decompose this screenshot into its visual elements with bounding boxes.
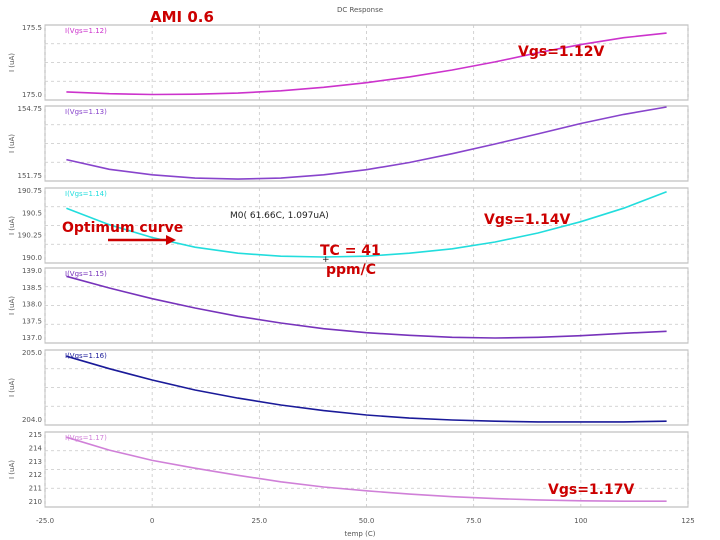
- x-tick-label: -25.0: [36, 517, 54, 525]
- y-tick-label: 138.0: [22, 301, 42, 309]
- panel-1: 175.5 175.0 I (uA) I(Vgs=1.12): [8, 24, 689, 101]
- y-tick-label: 175.0: [22, 91, 42, 99]
- y-tick-label: 175.5: [22, 24, 42, 32]
- annotation-vgs-1-14: Vgs=1.14V: [484, 212, 570, 228]
- x-axis-label: temp (C): [345, 530, 376, 538]
- y-tick-label: 210: [29, 498, 42, 506]
- x-tick-label: 100: [574, 517, 587, 525]
- y-tick-label: 190.25: [18, 232, 43, 240]
- annotation-tc-unit: ppm/C: [326, 262, 376, 278]
- marker-point-icon: +: [322, 255, 330, 265]
- series-line: [66, 32, 667, 96]
- annotation-tc-value: TC = 41: [320, 243, 381, 259]
- x-tick-label: 125: [681, 517, 694, 525]
- panel-6: 215 214 213 212 211 210 I (uA) I(Vgs=1.17): [8, 431, 689, 508]
- series-line: [66, 106, 667, 180]
- annotation-vgs-1-12: Vgs=1.12V: [518, 44, 604, 60]
- y-axis-label: I (uA): [8, 53, 16, 72]
- y-tick-label: 138.5: [22, 284, 42, 292]
- y-tick-label: 190.0: [22, 254, 42, 262]
- series-line: [66, 355, 667, 423]
- y-tick-label: 204.0: [22, 416, 42, 424]
- optimum-arrow: [108, 235, 176, 245]
- y-tick-label: 139.0: [22, 267, 42, 275]
- y-axis-label: I (uA): [8, 134, 16, 153]
- y-tick-label: 137.5: [22, 317, 42, 325]
- y-tick-label: 212: [29, 471, 42, 479]
- y-axis-label: I (uA): [8, 296, 16, 315]
- panel-5: 205.0 204.0 I (uA) I(Vgs=1.16): [8, 349, 689, 426]
- y-tick-label: 215: [29, 431, 42, 439]
- series-line: [66, 436, 667, 503]
- x-tick-label: 75.0: [466, 517, 482, 525]
- y-tick-label: 151.75: [18, 172, 43, 180]
- legend-label: I(Vgs=1.16): [65, 352, 107, 360]
- x-tick-label: 0: [150, 517, 154, 525]
- y-tick-label: 137.0: [22, 334, 42, 342]
- legend-label: I(Vgs=1.12): [65, 27, 107, 35]
- panel-3: 190.75 190.5 190.25 190.0 I (uA) I(Vgs=1.14): [8, 187, 689, 264]
- y-tick-label: 213: [29, 458, 42, 466]
- y-tick-label: 154.75: [18, 105, 43, 113]
- annotation-optimum-curve: Optimum curve: [62, 220, 183, 236]
- annotation-marker-m0: M0( 61.66C, 1.097uA): [230, 211, 329, 221]
- y-axis-label: I (uA): [8, 216, 16, 235]
- panel-2: 154.75 151.75 I (uA) I(Vgs=1.13): [8, 105, 689, 182]
- y-tick-label: 190.5: [22, 209, 42, 217]
- panels-layer: 175.5 175.0 I (uA) I(Vgs=1.12) 154.75 151.75 I…: [8, 24, 689, 508]
- y-axis-label: I (uA): [8, 460, 16, 479]
- x-tick-label: 50.0: [359, 517, 375, 525]
- series-line: [66, 275, 667, 339]
- x-tick-label: 25.0: [252, 517, 268, 525]
- annotation-vgs-1-17: Vgs=1.17V: [548, 482, 634, 498]
- y-tick-label: 211: [29, 485, 42, 493]
- y-axis-label: I (uA): [8, 378, 16, 397]
- x-tick-labels: -25.0 0 25.0 50.0 75.0 100 125: [36, 517, 695, 525]
- legend-label: I(Vgs=1.15): [65, 270, 107, 278]
- legend-label: I(Vgs=1.13): [65, 108, 107, 116]
- legend-label: I(Vgs=1.14): [65, 190, 107, 198]
- y-tick-label: 190.75: [18, 187, 43, 195]
- panel-4: 139.0 138.5 138.0 137.5 137.0 I (uA) I(Vgs=1.1…: [8, 267, 689, 344]
- legend-label: I(Vgs=1.17): [65, 434, 107, 442]
- annotation-ami: AMI 0.6: [150, 8, 214, 26]
- y-tick-label: 214: [29, 444, 43, 452]
- chart-title: DC Response: [337, 6, 383, 14]
- y-tick-label: 205.0: [22, 349, 42, 357]
